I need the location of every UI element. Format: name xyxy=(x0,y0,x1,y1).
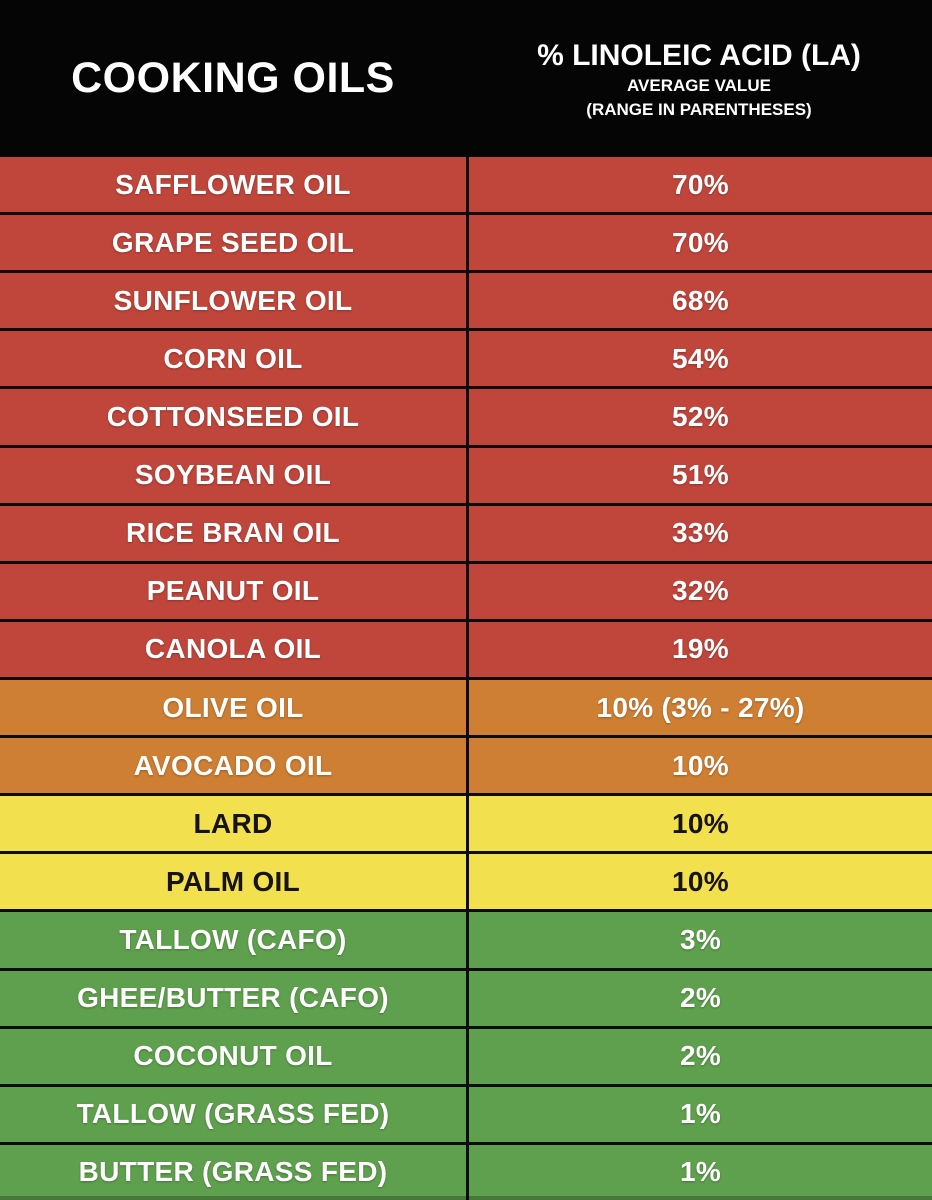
oil-name: PEANUT OIL xyxy=(146,575,320,607)
oil-value: 54% xyxy=(672,342,729,374)
oil-value-cell: 51% xyxy=(469,447,932,503)
oil-name-cell: GHEE/BUTTER (CAFO) xyxy=(0,970,466,1026)
table-row: GHEE/BUTTER (CAFO) 2% xyxy=(0,970,932,1026)
oil-name-cell: COTTONSEED OIL xyxy=(0,389,466,445)
oil-name-cell: SOYBEAN OIL xyxy=(0,447,466,503)
oil-name: TALLOW (CAFO) xyxy=(119,923,347,955)
oil-name-cell: PEANUT OIL xyxy=(0,563,466,619)
oil-name: GHEE/BUTTER (CAFO) xyxy=(77,982,389,1014)
table-row: PALM OIL 10% xyxy=(0,854,932,910)
oil-name: TALLOW (GRASS FED) xyxy=(76,1098,390,1130)
oil-value-cell: 70% xyxy=(469,157,932,213)
table-row: TALLOW (CAFO) 3% xyxy=(0,912,932,968)
page-title: COOKING OILS xyxy=(71,54,395,102)
oil-name: SOYBEAN OIL xyxy=(134,459,332,491)
oil-name-cell: SUNFLOWER OIL xyxy=(0,273,466,329)
oil-name-cell: SAFFLOWER OIL xyxy=(0,157,466,213)
oil-name-cell: AVOCADO OIL xyxy=(0,738,466,794)
table-header: COOKING OILS % LINOLEIC ACID (LA) AVERAG… xyxy=(0,0,932,157)
oil-value-cell: 2% xyxy=(469,1028,932,1084)
oil-name-cell: TALLOW (CAFO) xyxy=(0,912,466,968)
oil-name: COCONUT OIL xyxy=(133,1040,333,1072)
oils-table: SAFFLOWER OIL 70% GRAPE SEED OIL 70% SUN… xyxy=(0,157,932,1200)
oil-value-cell: 19% xyxy=(469,621,932,677)
table-row: SUNFLOWER OIL 68% xyxy=(0,273,932,329)
oil-value: 1% xyxy=(679,1098,722,1130)
header-right-cell: % LINOLEIC ACID (LA) AVERAGE VALUE (RANG… xyxy=(466,0,932,157)
table-row: TALLOW (GRASS FED) 1% xyxy=(0,1086,932,1142)
table-row: COCONUT OIL 2% xyxy=(0,1028,932,1084)
oil-name: AVOCADO OIL xyxy=(133,749,333,781)
oil-name: OLIVE OIL xyxy=(162,691,304,723)
oil-value: 68% xyxy=(672,284,729,316)
oil-name-cell: COCONUT OIL xyxy=(0,1028,466,1084)
oil-value: 33% xyxy=(672,517,729,549)
oil-name-cell: TALLOW (GRASS FED) xyxy=(0,1086,466,1142)
oil-value: 2% xyxy=(679,982,722,1014)
oil-value: 70% xyxy=(672,168,729,200)
table-row: BUTTER (GRASS FED) 1% xyxy=(0,1144,932,1200)
oil-name: RICE BRAN OIL xyxy=(126,517,340,549)
table-row: AVOCADO OIL 10% xyxy=(0,738,932,794)
table-row: CORN OIL 54% xyxy=(0,331,932,387)
oil-value: 51% xyxy=(672,459,729,491)
table-row: SOYBEAN OIL 51% xyxy=(0,447,932,503)
oil-value: 32% xyxy=(672,575,729,607)
oil-name: CANOLA OIL xyxy=(144,633,322,665)
oil-value-cell: 10% (3% - 27%) xyxy=(469,679,932,736)
oil-name: PALM OIL xyxy=(165,865,301,897)
oil-value: 10% (3% - 27%) xyxy=(596,691,805,723)
oil-name-cell: RICE BRAN OIL xyxy=(0,505,466,561)
table-row: LARD 10% xyxy=(0,796,932,852)
oil-value-cell: 10% xyxy=(469,796,932,852)
oil-value-cell: 52% xyxy=(469,389,932,445)
oil-value-cell: 10% xyxy=(469,738,932,794)
value-column-subtitle-average: AVERAGE VALUE xyxy=(627,75,771,95)
oil-value: 1% xyxy=(679,1156,722,1188)
oil-value-cell: 68% xyxy=(469,273,932,329)
oil-value-cell: 54% xyxy=(469,331,932,387)
table-row: GRAPE SEED OIL 70% xyxy=(0,215,932,271)
oil-name: BUTTER (GRASS FED) xyxy=(78,1156,388,1188)
oil-name: SUNFLOWER OIL xyxy=(113,284,353,316)
oil-value-cell: 32% xyxy=(469,563,932,619)
value-column-subtitle-range: (RANGE IN PARENTHESES) xyxy=(586,99,812,119)
oil-value-cell: 1% xyxy=(469,1086,932,1142)
oil-name-cell: CORN OIL xyxy=(0,331,466,387)
oil-name-cell: GRAPE SEED OIL xyxy=(0,215,466,271)
oil-name-cell: LARD xyxy=(0,796,466,852)
table-row: COTTONSEED OIL 52% xyxy=(0,389,932,445)
oil-value-cell: 2% xyxy=(469,970,932,1026)
table-row: CANOLA OIL 19% xyxy=(0,621,932,677)
oil-value: 19% xyxy=(672,633,729,665)
oil-value: 2% xyxy=(679,1040,722,1072)
oil-name: LARD xyxy=(193,807,273,839)
oil-value-cell: 33% xyxy=(469,505,932,561)
oil-name-cell: OLIVE OIL xyxy=(0,679,466,736)
oil-value: 52% xyxy=(672,400,729,432)
table-row: SAFFLOWER OIL 70% xyxy=(0,157,932,213)
table-row: PEANUT OIL 32% xyxy=(0,563,932,619)
value-column-title: % LINOLEIC ACID (LA) xyxy=(537,38,861,72)
oil-value: 10% xyxy=(672,807,729,839)
oil-name: SAFFLOWER OIL xyxy=(115,168,351,200)
oil-name: GRAPE SEED OIL xyxy=(111,226,355,258)
oil-name: CORN OIL xyxy=(163,342,303,374)
oil-name-cell: BUTTER (GRASS FED) xyxy=(0,1144,466,1200)
oil-value: 70% xyxy=(672,226,729,258)
oil-value-cell: 10% xyxy=(469,854,932,910)
oil-value: 3% xyxy=(679,923,722,955)
oil-value: 10% xyxy=(672,865,729,897)
oil-value-cell: 3% xyxy=(469,912,932,968)
table-row: RICE BRAN OIL 33% xyxy=(0,505,932,561)
oil-name-cell: CANOLA OIL xyxy=(0,621,466,677)
header-left-cell: COOKING OILS xyxy=(0,0,466,157)
table-row: OLIVE OIL 10% (3% - 27%) xyxy=(0,679,932,736)
oil-name: COTTONSEED OIL xyxy=(106,400,360,432)
oil-value-cell: 70% xyxy=(469,215,932,271)
oil-value: 10% xyxy=(672,749,729,781)
oil-value-cell: 1% xyxy=(469,1144,932,1200)
oil-name-cell: PALM OIL xyxy=(0,854,466,910)
